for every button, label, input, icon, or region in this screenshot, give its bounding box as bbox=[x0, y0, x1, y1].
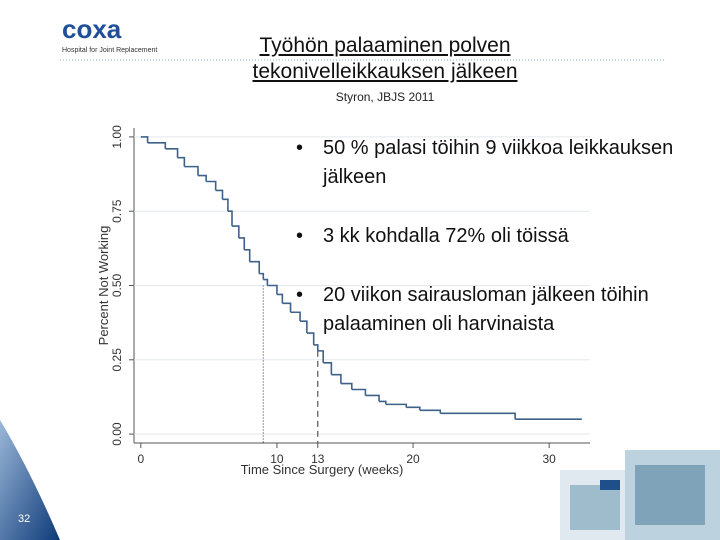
x-tick-label: 0 bbox=[137, 452, 144, 466]
bullet-list: 50 % palasi töihin 9 viikkoa leikkauksen… bbox=[296, 134, 720, 369]
y-tick-label: 0.00 bbox=[110, 422, 124, 446]
step-segment bbox=[244, 249, 251, 262]
step-segment bbox=[165, 148, 179, 158]
y-tick-label: 0.25 bbox=[110, 348, 124, 372]
logo-tagline: Hospital for Joint Replacement bbox=[62, 47, 157, 54]
step-segment bbox=[406, 406, 421, 411]
step-segment bbox=[197, 174, 207, 182]
step-segment bbox=[340, 382, 353, 390]
x-tick-label: 30 bbox=[542, 452, 556, 466]
building-photo bbox=[560, 450, 720, 540]
x-tick-label: 20 bbox=[406, 452, 420, 466]
step-segment bbox=[419, 409, 442, 414]
subtitle: Styron, JBJS 2011 bbox=[335, 90, 435, 104]
x-tick-label: 13 bbox=[311, 452, 325, 466]
step-segment bbox=[351, 388, 367, 396]
bullet: 3 kk kohdalla 72% oli töissä bbox=[296, 222, 720, 251]
title: Työhön palaaminen polven tekonivelleikka… bbox=[180, 33, 590, 85]
y-tick-label: 0.75 bbox=[110, 199, 124, 223]
slide-number: 32 bbox=[18, 513, 30, 525]
x-axis-label: Time Since Surgery (weeks) bbox=[241, 462, 404, 477]
step-segment bbox=[385, 403, 408, 408]
corner-swoosh bbox=[0, 420, 60, 540]
step-segment bbox=[140, 136, 149, 143]
step-segment bbox=[317, 350, 325, 363]
step-segment bbox=[222, 198, 229, 212]
step-segment bbox=[232, 225, 240, 238]
step-segment bbox=[313, 344, 319, 351]
logo: coxa bbox=[62, 14, 122, 44]
step-segment bbox=[263, 278, 269, 286]
y-tick-label: 1.00 bbox=[110, 125, 124, 149]
step-segment bbox=[206, 180, 217, 191]
title-line: tekonivelleikkauksen jälkeen bbox=[252, 60, 518, 83]
title-line: Työhön palaaminen polven bbox=[259, 34, 511, 57]
step-segment bbox=[331, 373, 342, 384]
bullet: 50 % palasi töihin 9 viikkoa leikkauksen… bbox=[296, 134, 720, 192]
step-segment bbox=[227, 210, 233, 227]
x-tick-label: 10 bbox=[270, 452, 284, 466]
step-segment bbox=[147, 142, 167, 149]
y-axis-label: Percent Not Working bbox=[96, 226, 111, 346]
step-segment bbox=[379, 400, 387, 405]
step-segment bbox=[177, 156, 186, 167]
bullet: 20 viikon sairausloman jälkeen töihin pa… bbox=[296, 281, 720, 339]
step-segment bbox=[323, 361, 333, 375]
y-tick-label: 0.50 bbox=[110, 273, 124, 297]
step-segment bbox=[267, 284, 278, 295]
step-segment bbox=[282, 302, 292, 313]
step-segment bbox=[184, 165, 199, 176]
step-segment bbox=[276, 293, 284, 304]
step-segment bbox=[249, 260, 261, 274]
step-segment bbox=[365, 394, 380, 402]
step-segment bbox=[238, 237, 246, 250]
step-segment bbox=[440, 412, 516, 420]
step-segment bbox=[215, 189, 224, 200]
step-segment bbox=[259, 272, 265, 280]
